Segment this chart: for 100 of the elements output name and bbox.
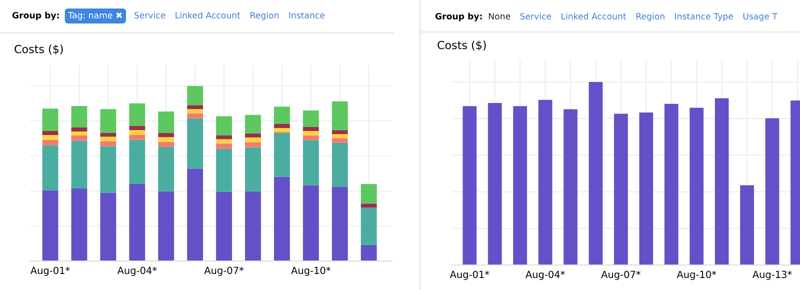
bar <box>302 140 319 186</box>
text: Region <box>636 12 664 22</box>
x-tick-label: Aug-13* <box>752 270 792 280</box>
bar <box>462 106 477 265</box>
bar <box>42 108 58 131</box>
bar <box>274 106 290 124</box>
bar <box>100 146 116 193</box>
text: Usage T <box>743 13 778 22</box>
x-tick-label: Aug-01* <box>30 266 70 276</box>
bar <box>538 100 552 265</box>
bar <box>302 110 319 127</box>
bar <box>245 142 261 148</box>
bar <box>360 244 377 261</box>
bar <box>158 142 174 147</box>
text: Linked Account <box>176 12 240 18</box>
bar <box>187 105 204 110</box>
bar <box>158 146 174 192</box>
bar <box>158 112 174 133</box>
bar <box>360 184 377 204</box>
text: Linked Account <box>562 12 626 20</box>
text: Service <box>134 12 166 18</box>
bar <box>360 208 377 245</box>
bar <box>158 132 174 138</box>
bar <box>488 103 502 265</box>
bar <box>71 188 88 261</box>
bar <box>100 192 116 261</box>
x-tick-label: Aug-10* <box>676 270 716 280</box>
bar <box>274 132 290 177</box>
bar <box>245 137 261 142</box>
bar <box>216 148 232 192</box>
bar <box>71 140 88 189</box>
bar <box>332 138 348 143</box>
bar <box>187 168 204 261</box>
text: Service <box>520 12 552 20</box>
bar <box>187 86 204 106</box>
bar <box>302 126 319 131</box>
x-tick-label: Aug-04* <box>526 270 565 280</box>
bar <box>216 192 232 261</box>
bar <box>216 116 232 136</box>
bar <box>100 136 116 142</box>
bar <box>332 101 348 130</box>
bar <box>129 130 146 135</box>
x-tick-label: Aug-07* <box>204 266 244 276</box>
bar <box>216 139 232 144</box>
bar <box>129 134 146 140</box>
x-tick-label: Aug-01* <box>450 270 490 280</box>
bar <box>71 132 88 136</box>
bar <box>42 190 58 261</box>
bar <box>513 106 528 265</box>
chart-title: Costs ($) <box>14 44 63 55</box>
bar <box>216 135 232 140</box>
bar <box>714 98 729 265</box>
bar <box>740 185 754 265</box>
bar <box>765 118 780 265</box>
bar <box>332 142 348 187</box>
bar <box>158 191 174 261</box>
text: Instance Type <box>675 13 733 22</box>
bar <box>360 204 377 208</box>
bar <box>187 118 204 169</box>
text: Tag: name ✖ <box>68 12 122 20</box>
bar <box>245 114 261 134</box>
x-tick-label: Aug-07* <box>601 270 641 280</box>
chart-title: Costs ($) <box>438 40 486 51</box>
bar <box>274 124 290 128</box>
bar <box>588 82 603 265</box>
bar <box>302 185 319 261</box>
bar <box>100 141 116 146</box>
bar <box>274 176 290 261</box>
x-tick-label: Aug-10* <box>291 266 330 276</box>
bar <box>42 130 58 135</box>
bar <box>245 147 261 192</box>
bar <box>332 130 348 134</box>
bar <box>71 127 88 132</box>
bar <box>71 136 88 141</box>
text: Group by: <box>435 12 482 22</box>
bar <box>42 135 58 140</box>
bar <box>129 140 146 184</box>
bar <box>245 191 261 261</box>
text: Region <box>250 12 278 20</box>
text: None <box>488 13 510 20</box>
bar <box>664 104 678 265</box>
bar <box>564 109 578 265</box>
bar <box>100 109 116 133</box>
bar <box>100 132 116 137</box>
bar <box>332 186 348 261</box>
bar <box>332 134 348 138</box>
bar <box>639 112 654 265</box>
bar <box>129 103 146 126</box>
bar <box>129 126 146 130</box>
bar <box>245 133 261 138</box>
text: Group by: <box>12 12 59 20</box>
bar <box>614 114 628 265</box>
bar <box>216 144 232 149</box>
bar <box>42 140 58 146</box>
bar <box>71 106 88 128</box>
bar <box>187 109 204 114</box>
bar <box>158 137 174 142</box>
bar <box>129 184 146 261</box>
bar <box>274 128 290 132</box>
bar <box>302 130 319 136</box>
